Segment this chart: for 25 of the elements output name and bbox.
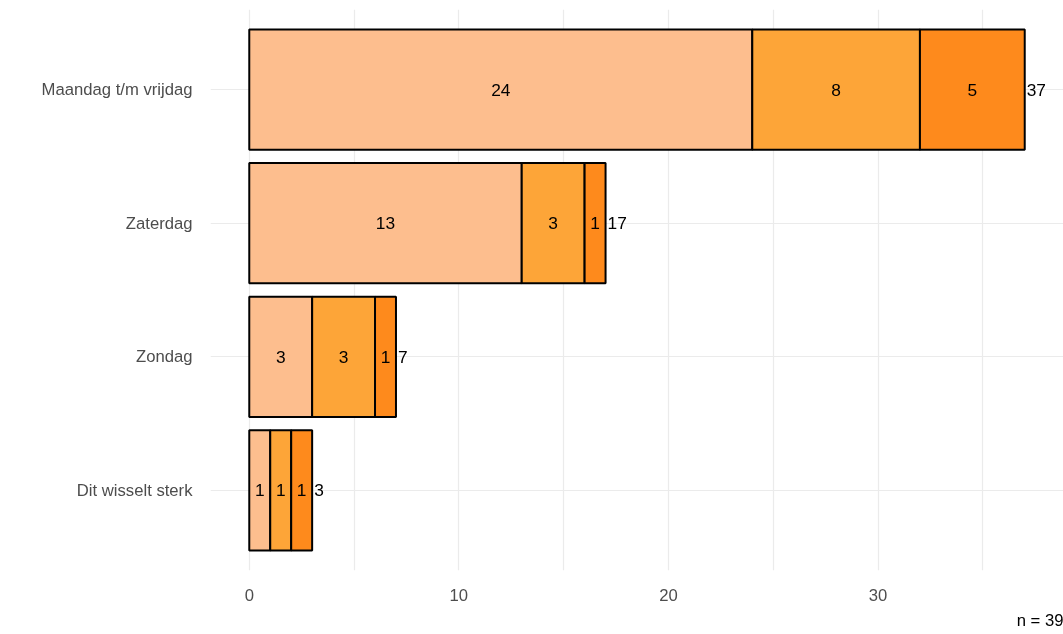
data-label: 1 [296,480,307,501]
total-label: 7 [397,346,408,367]
total-label: 3 [314,480,324,501]
data-label: 1 [275,480,286,501]
x-tick-label: 10 [449,585,469,605]
data-label: 3 [338,346,349,367]
data-label: 24 [491,79,511,100]
total-label: 37 [1026,79,1047,100]
y-tick-label: Dit wisselt sterk [76,480,194,500]
x-tick-label: 0 [244,585,254,605]
data-label: 1 [380,346,391,367]
y-tick-label: Zaterdag [125,213,193,233]
data-label: 1 [254,480,265,501]
data-label: 13 [375,213,396,234]
y-tick-label: Maandag t/m vrijdag [41,80,193,100]
total-label: 17 [607,213,627,234]
x-tick-label: 20 [659,585,678,605]
x-tick-label: 30 [868,585,888,605]
data-label: 3 [548,213,558,234]
y-tick-label: Zondag [136,347,193,367]
text: n = 39 [1016,610,1063,630]
data-label: 1 [590,213,600,234]
data-label: 3 [275,346,286,367]
data-label: 8 [831,79,841,100]
data-label: 5 [967,79,978,100]
